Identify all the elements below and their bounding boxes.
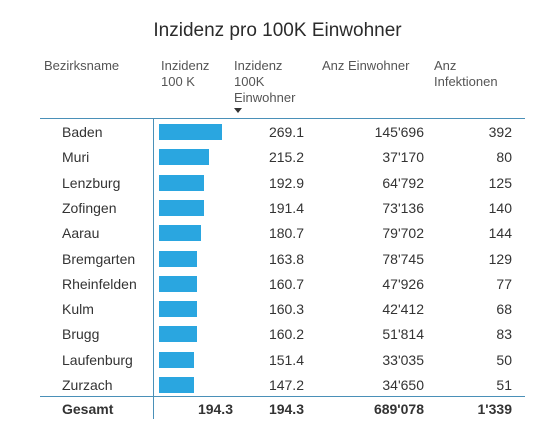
incidence-bar [159,351,195,368]
row-population: 47'926 [382,275,424,292]
total-divider [40,396,525,397]
row-population: 51'814 [382,326,424,343]
row-infections: 129 [488,250,512,267]
row-incidence: 191.4 [268,199,304,216]
total-label: Gesamt [62,401,114,417]
row-name: Rheinfelden [62,275,137,292]
row-name: Laufenburg [62,351,133,368]
incidence-bar [159,199,204,216]
column-divider [153,119,154,419]
total-bar-value: 194.3 [197,401,233,417]
row-infections: 80 [496,149,512,166]
row-name: Muri [62,149,90,166]
header-infections[interactable]: Anz Infektionen [434,58,498,89]
row-infections: 125 [488,174,512,191]
sort-descending-icon [234,108,242,113]
total-infections: 1'339 [477,401,512,417]
row-name: Kulm [62,301,94,318]
header-incidence[interactable]: Inzidenz 100K Einwohner [234,58,296,105]
row-name: Baden [62,124,103,140]
row-incidence: 147.2 [268,377,304,393]
row-infections: 77 [496,275,512,292]
incidence-bar [159,225,202,242]
row-population: 78'745 [382,250,424,267]
header-name[interactable]: Bezirksname [44,58,120,73]
row-name: Zofingen [62,199,117,216]
row-population: 79'702 [382,225,424,242]
row-infections: 83 [496,326,512,343]
row-incidence: 151.4 [268,351,304,368]
row-incidence: 180.7 [268,225,304,242]
incidence-bar [159,326,197,343]
incidence-bar [159,124,222,140]
row-population: 42'412 [382,301,424,318]
incidence-bar [159,149,210,166]
row-infections: 68 [496,301,512,318]
row-name: Bremgarten [62,250,136,267]
row-population: 37'170 [382,149,424,166]
row-incidence: 163.8 [268,250,304,267]
header-population[interactable]: Anz Einwohner [322,58,410,73]
row-population: 64'792 [382,174,424,191]
row-infections: 140 [488,199,512,216]
incidence-bar [159,250,198,267]
incidence-bar [159,275,197,292]
header-bar[interactable]: Inzidenz 100 K [161,58,210,89]
row-population: 34'650 [382,377,424,393]
row-infections: 50 [496,351,512,368]
row-infections: 144 [488,225,512,242]
row-infections: 51 [496,377,512,393]
header-divider [40,118,525,119]
row-name: Lenzburg [62,174,121,191]
incidence-bar [159,301,197,318]
row-name: Aarau [62,225,100,242]
chart-title: Inzidenz pro 100K Einwohner [153,20,402,41]
row-name: Brugg [62,326,100,343]
row-incidence: 192.9 [268,174,304,191]
incidence-bar [159,377,194,393]
row-population: 145'696 [374,124,424,140]
row-incidence: 160.2 [268,326,304,343]
row-incidence: 269.1 [268,124,304,140]
row-infections: 392 [488,124,512,140]
row-incidence: 160.7 [268,275,304,292]
row-incidence: 215.2 [268,149,304,166]
total-population: 689'078 [373,401,424,417]
incidence-bar [159,174,205,191]
row-population: 73'136 [382,199,424,216]
row-population: 33'035 [382,351,424,368]
row-name: Zurzach [62,377,113,393]
row-incidence: 160.3 [268,301,304,318]
total-incidence: 194.3 [268,401,304,417]
